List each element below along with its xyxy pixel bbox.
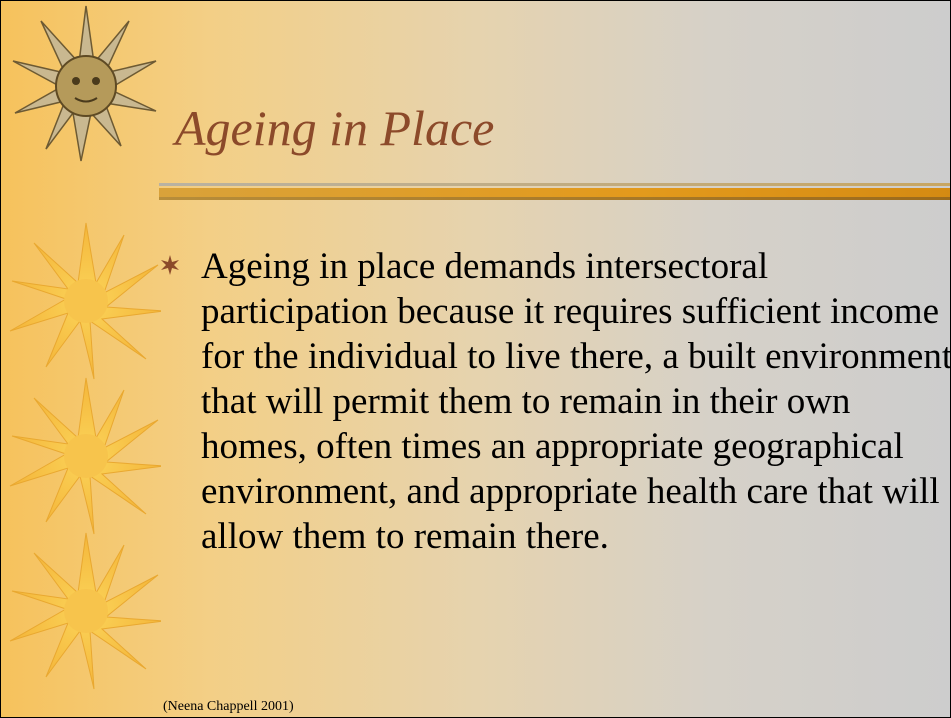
bullet-star [159,254,181,276]
star-sun [10,223,161,379]
star-sun [10,378,161,534]
slide: Ageing in Place Ageing in place demands … [0,0,951,718]
bullet-text: Ageing in place demands intersectoral pa… [201,246,951,557]
sun-decorations [1,1,161,718]
star-sun [10,533,161,689]
face-sun [13,6,156,161]
bullet-item: Ageing in place demands intersectoral pa… [159,244,951,559]
slide-title: Ageing in Place [175,99,494,157]
citation: (Neena Chappell 2001) [163,699,294,715]
bullet-list: Ageing in place demands intersectoral pa… [159,244,951,559]
title-rule [159,183,951,203]
